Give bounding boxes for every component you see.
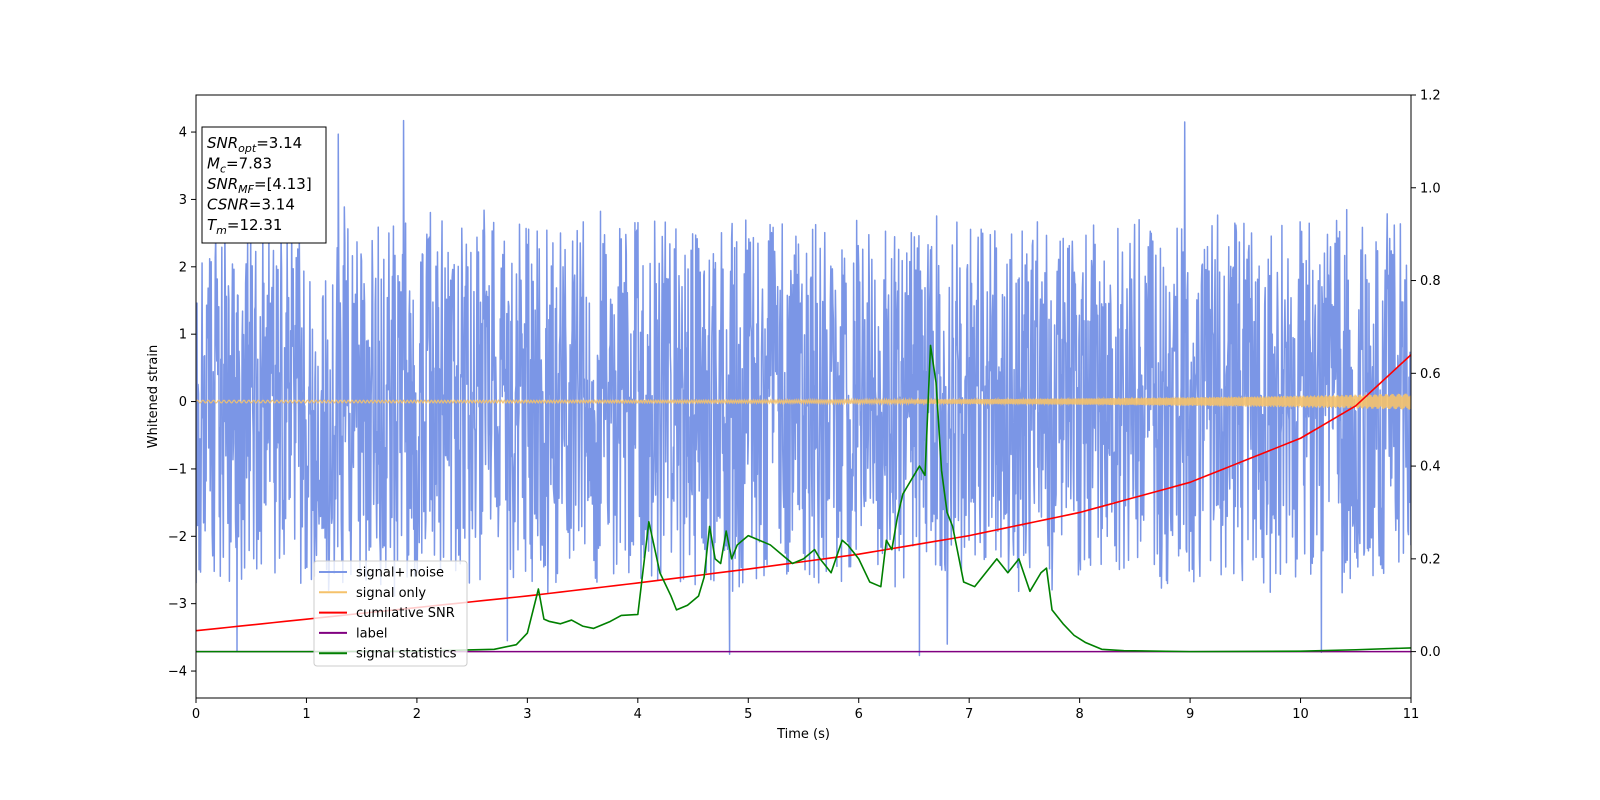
y-tick-label: −1	[168, 462, 187, 477]
x-axis-label: Time (s)	[776, 727, 830, 742]
y-axis-left: −4 −3 −2 −1 0 1 2 3 4	[168, 126, 196, 680]
legend-label: signal statistics	[356, 647, 457, 662]
y-axis-right: 0.0 0.2 0.4 0.6 0.8 1.0 1.2	[1411, 89, 1441, 660]
y2-tick-label: 1.0	[1420, 181, 1441, 196]
signal-only-line	[196, 393, 1411, 410]
y2-tick-label: 0.6	[1420, 367, 1441, 382]
x-tick-label: 0	[192, 707, 200, 722]
x-tick-label: 9	[1186, 707, 1194, 722]
annotation-line: CSNR=3.14	[207, 196, 295, 214]
annotation-line: Tm=12.31	[207, 216, 282, 237]
y-tick-label: −2	[168, 530, 187, 545]
x-tick-label: 1	[302, 707, 310, 722]
signal-statistics-line	[196, 344, 1411, 653]
x-tick-label: 10	[1292, 707, 1309, 722]
legend: signal+ noise signal only cumilative SNR la…	[313, 560, 468, 667]
y-tick-label: 4	[179, 126, 187, 141]
annotation-frame	[201, 126, 327, 244]
x-tick-label: 6	[855, 707, 863, 722]
legend-frame	[313, 560, 468, 667]
legend-label: signal+ noise	[356, 566, 444, 581]
x-tick-label: 5	[744, 707, 752, 722]
annotation-line: Mc=7.83	[207, 155, 272, 176]
y-tick-label: −3	[168, 597, 187, 612]
legend-label: cumilative SNR	[356, 606, 455, 621]
y2-tick-label: 0.0	[1420, 645, 1441, 660]
y-tick-label: 1	[179, 328, 187, 343]
y2-tick-label: 1.2	[1420, 89, 1441, 104]
legend-label: label	[356, 626, 387, 641]
x-tick-label: 2	[413, 707, 421, 722]
signal-statistics-series	[196, 344, 1411, 653]
x-tick-label: 11	[1403, 707, 1420, 722]
y2-tick-label: 0.2	[1420, 552, 1441, 567]
y-tick-label: 3	[179, 193, 187, 208]
y-tick-label: 0	[179, 395, 187, 410]
annotation-line: SNRMF=[4.13]	[207, 175, 312, 196]
y-tick-label: 2	[179, 260, 187, 275]
y-axis-label: Whitened strain	[146, 345, 161, 448]
plot-frame	[195, 94, 1412, 699]
annotation-line: SNRopt=3.14	[207, 134, 302, 155]
x-tick-label: 3	[523, 707, 531, 722]
y2-tick-label: 0.8	[1420, 274, 1441, 289]
y-tick-label: −4	[168, 665, 187, 680]
y2-tick-label: 0.4	[1420, 460, 1441, 475]
x-tick-label: 8	[1075, 707, 1083, 722]
legend-label: signal only	[356, 586, 426, 601]
x-axis: 0 1 2 3 4 5 6 7 8 9 10 11	[192, 698, 1419, 722]
x-tick-label: 7	[965, 707, 973, 722]
x-tick-label: 4	[634, 707, 642, 722]
signal-only-series	[196, 393, 1411, 410]
